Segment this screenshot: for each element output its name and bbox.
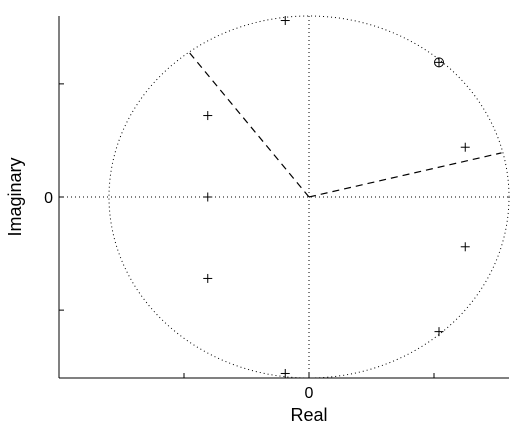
- plus-marker: [460, 242, 470, 252]
- plus-marker: [434, 327, 444, 337]
- guide-lines: [59, 15, 510, 379]
- data-marks: [203, 16, 470, 378]
- tick-marks: [58, 83, 435, 378]
- plus-marker: [203, 111, 213, 121]
- x-tick-label: 0: [305, 385, 314, 402]
- unit-circle: [108, 15, 510, 379]
- y-axis-label: Imaginary: [5, 157, 25, 236]
- y-tick-label: 0: [44, 190, 53, 207]
- dashed-segment: [308, 152, 502, 198]
- plus-marker: [280, 368, 290, 378]
- x-axis-label: Real: [290, 405, 327, 425]
- plus-marker: [203, 192, 213, 202]
- plus-marker: [280, 16, 290, 26]
- circled-plus-marker: [434, 57, 444, 68]
- plus-marker: [460, 142, 470, 152]
- dashed-segment: [188, 51, 310, 198]
- plus-marker: [203, 273, 213, 283]
